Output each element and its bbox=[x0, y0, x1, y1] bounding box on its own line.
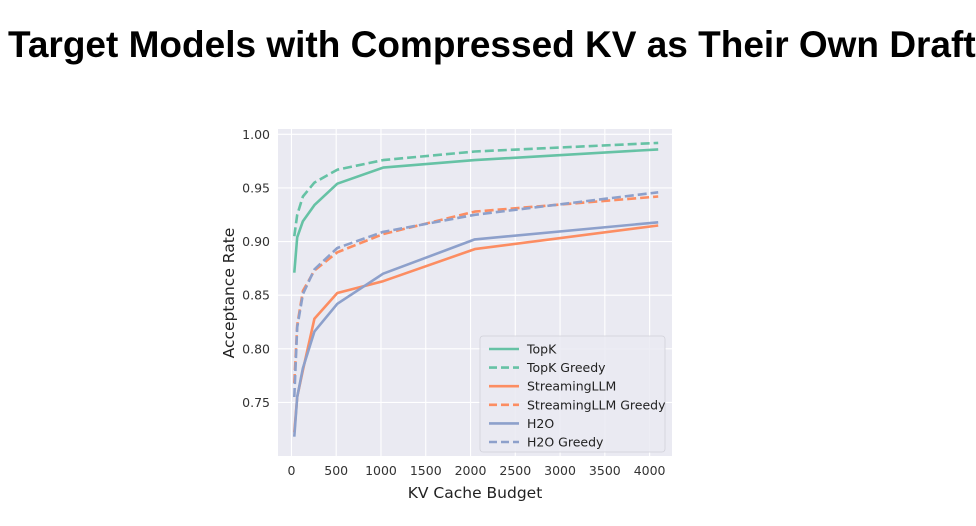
series-line-h2o-greedy bbox=[293, 191, 659, 398]
legend-entry-label: TopK bbox=[526, 342, 557, 357]
x-tick-label: 1500 bbox=[410, 463, 442, 478]
y-tick-label: 0.75 bbox=[242, 395, 270, 410]
series-line-streamingllm-greedy bbox=[293, 195, 659, 384]
series-line-h2o bbox=[293, 221, 659, 437]
x-tick-label: 2500 bbox=[499, 463, 531, 478]
x-tick-label: 3000 bbox=[544, 463, 576, 478]
y-tick-label: 0.80 bbox=[242, 341, 270, 356]
legend-entry-label: StreamingLLM bbox=[527, 379, 616, 394]
y-tick-labels: 0.75 0.80 0.85 0.90 0.95 1.00 bbox=[242, 127, 270, 410]
x-tick-labels: 0 500 1000 1500 2000 2500 3000 3500 4000 bbox=[287, 463, 665, 478]
legend-entry-label: TopK Greedy bbox=[526, 360, 606, 375]
legend-entry-label: H2O Greedy bbox=[527, 435, 604, 450]
x-tick-label: 500 bbox=[324, 463, 348, 478]
x-tick-label: 3500 bbox=[589, 463, 621, 478]
legend-entry-label: H2O bbox=[527, 416, 554, 431]
legend-box bbox=[479, 335, 666, 453]
legend-entry-label: StreamingLLM Greedy bbox=[527, 397, 666, 412]
x-axis-label: KV Cache Budget bbox=[408, 484, 543, 502]
y-axis-label: Acceptance Rate bbox=[220, 228, 238, 359]
y-tick-label: 0.85 bbox=[242, 288, 270, 303]
y-tick-label: 1.00 bbox=[242, 127, 270, 142]
series-line-topk-greedy bbox=[293, 141, 659, 237]
y-tick-label: 0.95 bbox=[242, 180, 270, 195]
x-tick-label: 2000 bbox=[455, 463, 487, 478]
x-tick-label: 0 bbox=[287, 463, 295, 478]
x-tick-label: 4000 bbox=[634, 463, 666, 478]
series-line-topk bbox=[293, 148, 659, 273]
acceptance-rate-line-chart: 0 500 1000 1500 2000 2500 3000 3500 4000 0.75 0.8… bbox=[220, 127, 672, 502]
legend: TopK TopK Greedy StreamingLLM StreamingLLM … bbox=[479, 335, 666, 453]
x-tick-label: 1000 bbox=[365, 463, 397, 478]
y-tick-label: 0.90 bbox=[242, 234, 270, 249]
series-lines bbox=[293, 141, 659, 437]
slide-title: Target Models with Compressed KV as Thei… bbox=[8, 24, 976, 65]
